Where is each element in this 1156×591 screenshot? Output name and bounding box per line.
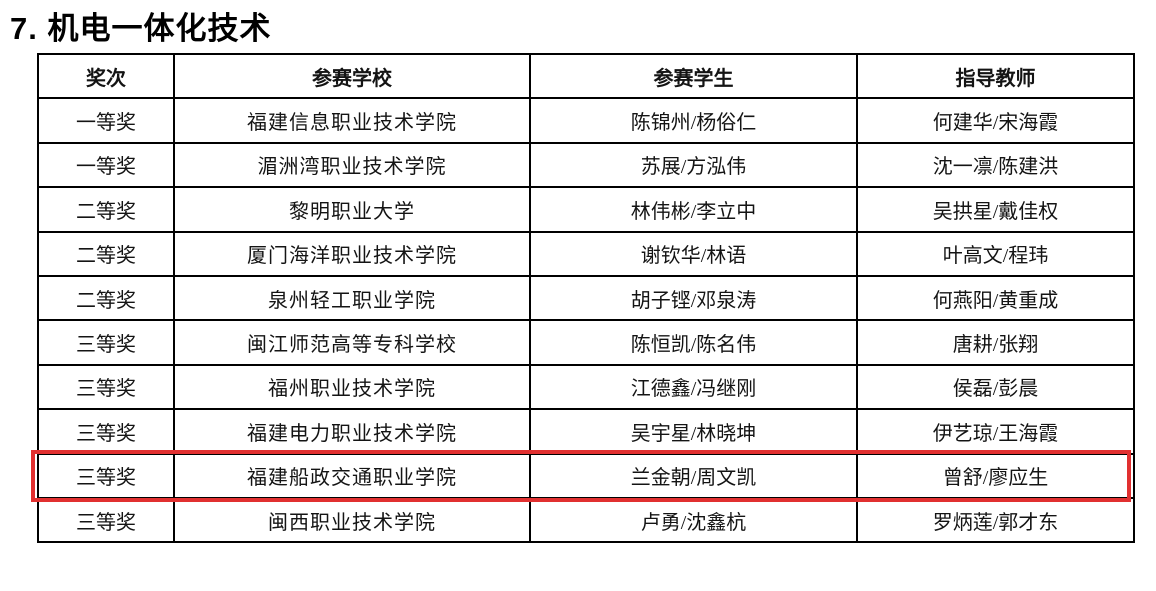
cell-students: 吴宇星/林晓坤 <box>529 408 858 455</box>
cell-award: 二等奖 <box>37 230 175 277</box>
cell-school: 闽江师范高等专科学校 <box>173 319 531 366</box>
column-header-award: 奖次 <box>37 52 175 100</box>
cell-students: 陈恒凯/陈名伟 <box>529 319 858 366</box>
table-row: 二等奖 泉州轻工职业学院 胡子铿/邓泉涛 何燕阳/黄重成 <box>37 274 1135 322</box>
cell-school: 福建船政交通职业学院 <box>173 452 531 499</box>
column-header-school: 参赛学校 <box>173 52 531 100</box>
cell-students: 陈锦州/杨俗仁 <box>529 97 858 144</box>
cell-teachers: 吴拱星/戴佳权 <box>856 186 1135 233</box>
cell-school: 福州职业技术学院 <box>173 363 531 411</box>
cell-teachers: 曾舒/廖应生 <box>856 452 1135 499</box>
cell-award: 一等奖 <box>37 97 175 144</box>
cell-teachers: 伊艺琼/王海霞 <box>856 408 1135 455</box>
cell-teachers: 何建华/宋海霞 <box>856 97 1135 144</box>
cell-teachers: 何燕阳/黄重成 <box>856 274 1135 322</box>
awards-table: 奖次 参赛学校 参赛学生 指导教师 一等奖 福建信息职业技术学院 陈锦州/杨俗仁… <box>37 52 1135 544</box>
cell-teachers: 罗炳莲/郭才东 <box>856 496 1135 544</box>
cell-teachers: 侯磊/彭晨 <box>856 363 1135 411</box>
table-row: 一等奖 湄洲湾职业技术学院 苏展/方泓伟 沈一凛/陈建洪 <box>37 141 1135 189</box>
cell-students: 谢钦华/林语 <box>529 230 858 277</box>
cell-award: 三等奖 <box>37 408 175 455</box>
column-header-students: 参赛学生 <box>529 52 858 100</box>
table-row-highlighted: 三等奖 福建船政交通职业学院 兰金朝/周文凯 曾舒/廖应生 <box>37 452 1135 499</box>
cell-school: 福建电力职业技术学院 <box>173 408 531 455</box>
cell-students: 苏展/方泓伟 <box>529 141 858 189</box>
table-row: 一等奖 福建信息职业技术学院 陈锦州/杨俗仁 何建华/宋海霞 <box>37 97 1135 144</box>
cell-award: 三等奖 <box>37 363 175 411</box>
cell-award: 二等奖 <box>37 274 175 322</box>
table-row: 三等奖 福州职业技术学院 江德鑫/冯继刚 侯磊/彭晨 <box>37 363 1135 411</box>
table-row: 三等奖 福建电力职业技术学院 吴宇星/林晓坤 伊艺琼/王海霞 <box>37 408 1135 455</box>
cell-students: 卢勇/沈鑫杭 <box>529 496 858 544</box>
page-title: 7. 机电一体化技术 <box>10 11 272 46</box>
cell-award: 一等奖 <box>37 141 175 189</box>
column-header-teachers: 指导教师 <box>856 52 1135 100</box>
cell-students: 胡子铿/邓泉涛 <box>529 274 858 322</box>
cell-teachers: 唐耕/张翔 <box>856 319 1135 366</box>
cell-teachers: 沈一凛/陈建洪 <box>856 141 1135 189</box>
table-row: 三等奖 闽西职业技术学院 卢勇/沈鑫杭 罗炳莲/郭才东 <box>37 496 1135 544</box>
table-row: 三等奖 闽江师范高等专科学校 陈恒凯/陈名伟 唐耕/张翔 <box>37 319 1135 366</box>
cell-students: 林伟彬/李立中 <box>529 186 858 233</box>
cell-school: 湄洲湾职业技术学院 <box>173 141 531 189</box>
table-row: 二等奖 黎明职业大学 林伟彬/李立中 吴拱星/戴佳权 <box>37 186 1135 233</box>
cell-award: 二等奖 <box>37 186 175 233</box>
cell-award: 三等奖 <box>37 319 175 366</box>
cell-school: 黎明职业大学 <box>173 186 531 233</box>
cell-school: 泉州轻工职业学院 <box>173 274 531 322</box>
table-header-row: 奖次 参赛学校 参赛学生 指导教师 <box>37 52 1135 100</box>
cell-school: 福建信息职业技术学院 <box>173 97 531 144</box>
cell-school: 闽西职业技术学院 <box>173 496 531 544</box>
cell-teachers: 叶高文/程玮 <box>856 230 1135 277</box>
cell-students: 江德鑫/冯继刚 <box>529 363 858 411</box>
cell-award: 三等奖 <box>37 496 175 544</box>
cell-school: 厦门海洋职业技术学院 <box>173 230 531 277</box>
cell-award: 三等奖 <box>37 452 175 499</box>
table-row: 二等奖 厦门海洋职业技术学院 谢钦华/林语 叶高文/程玮 <box>37 230 1135 277</box>
cell-students: 兰金朝/周文凯 <box>529 452 858 499</box>
